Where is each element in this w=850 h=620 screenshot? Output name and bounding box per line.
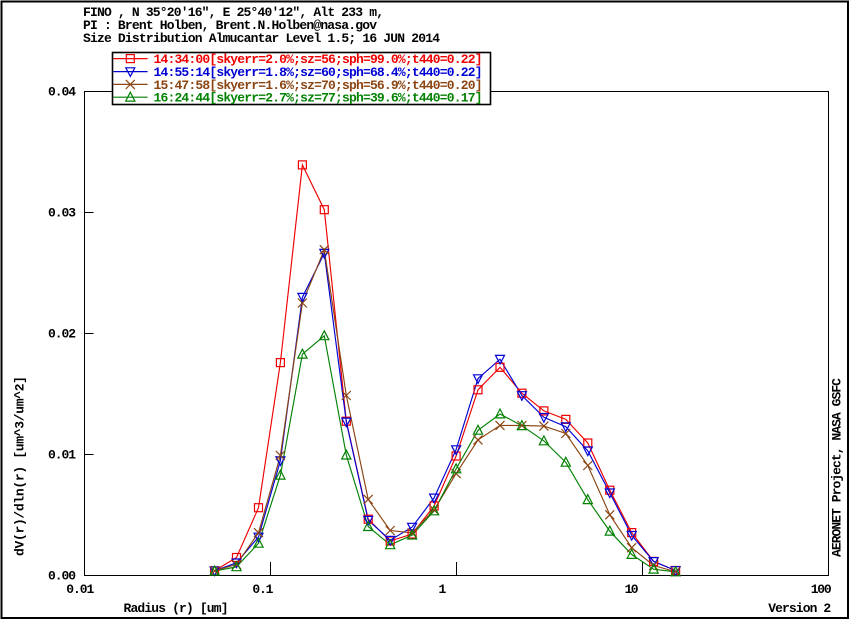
svg-text:0.01: 0.01 (48, 448, 76, 463)
svg-text:Radius (r) [um]: Radius (r) [um] (124, 601, 229, 616)
svg-text:1: 1 (439, 582, 447, 597)
svg-text:0.1: 0.1 (252, 582, 273, 597)
svg-text:15:47:58[skyerr=1.6%;sz=70;sph: 15:47:58[skyerr=1.6%;sz=70;sph=56.9%;t44… (154, 78, 483, 93)
svg-text:0.04: 0.04 (48, 84, 76, 99)
svg-text:0.00: 0.00 (48, 569, 76, 584)
svg-text:14:55:14[skyerr=1.8%;sz=60;sph: 14:55:14[skyerr=1.8%;sz=60;sph=68.4%;t44… (154, 65, 483, 80)
svg-text:100: 100 (811, 582, 832, 597)
svg-text:Size Distribution Almucantar L: Size Distribution Almucantar Level 1.5; … (83, 31, 440, 46)
svg-text:dV(r)/dln(r) [um^3/um^2]: dV(r)/dln(r) [um^3/um^2] (13, 376, 28, 556)
svg-text:0.01: 0.01 (66, 582, 94, 597)
svg-text:AERONET Project, NASA GSFC: AERONET Project, NASA GSFC (830, 378, 845, 557)
svg-text:Version 2: Version 2 (768, 601, 831, 616)
svg-text:16:24:44[skyerr=2.7%;sz=77;sph: 16:24:44[skyerr=2.7%;sz=77;sph=39.6%;t44… (154, 91, 483, 106)
svg-text:0.03: 0.03 (48, 205, 76, 220)
svg-text:10: 10 (625, 582, 639, 597)
svg-text:FINO , N 35°20'16", E 25°40'12: FINO , N 35°20'16", E 25°40'12", Alt 233… (83, 5, 384, 20)
svg-text:14:34:00[skyerr=2.0%;sz=56;sph: 14:34:00[skyerr=2.0%;sz=56;sph=99.0%;t44… (154, 52, 483, 67)
svg-text:0.02: 0.02 (48, 326, 76, 341)
svg-text:PI : Brent Holben, Brent.N.Hol: PI : Brent Holben, Brent.N.Holben@nasa.g… (83, 18, 377, 33)
